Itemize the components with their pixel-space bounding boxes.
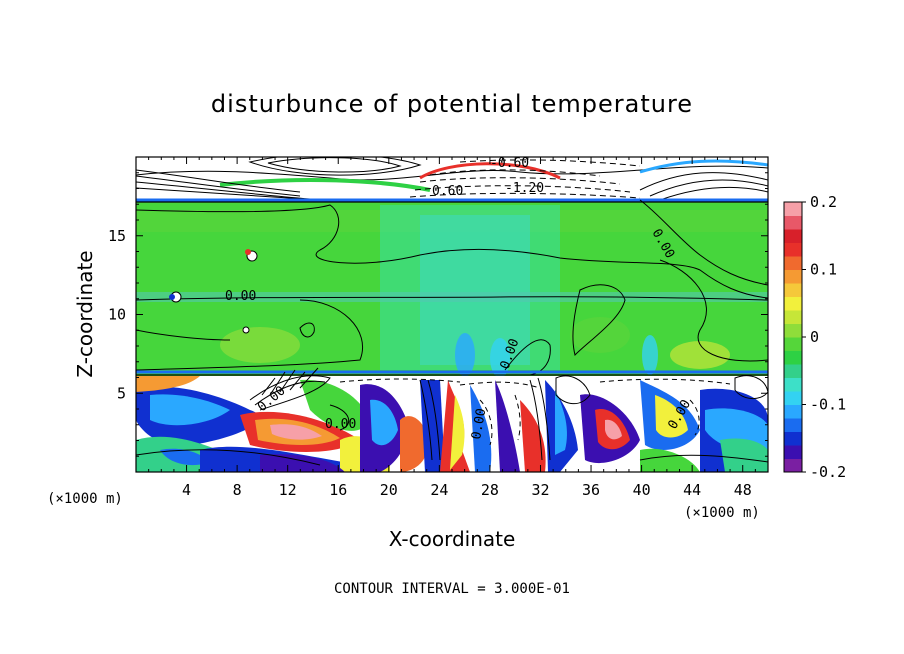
x-tick-label: 40	[633, 481, 651, 499]
colorbar-swatch	[784, 229, 802, 243]
x-tick-label: 4	[182, 481, 191, 499]
x-tick-label: 8	[233, 481, 242, 499]
colorbar-swatch	[784, 202, 802, 216]
x-axis-label: X-coordinate	[389, 527, 516, 551]
x-tick-label: 16	[329, 481, 347, 499]
colorbar-tick-label: 0.2	[810, 193, 837, 211]
y-axis-label: Z-coordinate	[73, 250, 97, 377]
colorbar-swatch	[784, 283, 802, 297]
colorbar-swatch	[784, 256, 802, 270]
x-unit-right: (×1000 m)	[684, 505, 760, 521]
colorbar-swatch	[784, 269, 802, 284]
colorbar-tick-label: 0	[810, 328, 819, 346]
colorbar-swatch	[784, 391, 802, 405]
chart-title: disturbunce of potential temperature	[211, 90, 693, 118]
plot-area	[136, 157, 768, 472]
contour-label: -1.20	[505, 181, 544, 196]
x-unit-left: (×1000 m)	[47, 491, 123, 507]
x-tick-label: 32	[531, 481, 549, 499]
colorbar-swatch	[784, 242, 802, 257]
colorbar-swatch	[784, 350, 802, 365]
y-tick-label: 5	[117, 384, 126, 402]
colorbar-swatch	[784, 337, 802, 351]
colorbar-swatch	[784, 445, 802, 459]
x-tick-label: 12	[279, 481, 297, 499]
contour-label: 0.00	[325, 417, 356, 432]
colorbar-tick-label: 0.1	[810, 261, 837, 279]
colorbar-swatch	[784, 364, 802, 378]
x-tick-label: 36	[582, 481, 600, 499]
x-tick-label: 24	[430, 481, 448, 499]
contour-label: 0.60	[432, 184, 463, 199]
x-tick-label: 28	[481, 481, 499, 499]
y-tick-label: 10	[108, 306, 126, 324]
contour-label: -0.60	[490, 156, 529, 171]
colorbar-swatch	[784, 418, 802, 432]
x-axis: 4 8 12 16 20 24 28 32 36 40 44 48	[148, 157, 756, 499]
colorbar-tick-label: -0.2	[810, 463, 846, 481]
x-tick-label: 48	[734, 481, 752, 499]
colorbar-swatch	[784, 310, 802, 324]
y-axis: 5 10 15	[108, 172, 768, 457]
x-tick-label: 20	[380, 481, 398, 499]
colorbar-ticks: 0.2 0.1 0 -0.1 -0.2	[802, 193, 846, 481]
contour-label: 0.00	[469, 407, 489, 440]
x-tick-label: 44	[683, 481, 701, 499]
colorbar-swatch	[784, 404, 802, 419]
colorbar-swatch	[784, 296, 802, 311]
colorbar-swatch	[784, 377, 802, 392]
colorbar-swatch	[784, 458, 802, 473]
colorbar-swatch	[784, 431, 802, 446]
contour-label: 0.00	[225, 289, 256, 304]
colorbar-swatch	[784, 215, 802, 230]
contour-interval-note: CONTOUR INTERVAL = 3.000E-01	[334, 581, 570, 597]
y-tick-label: 15	[108, 227, 126, 245]
colorbar-swatch	[784, 323, 802, 338]
colorbar-tick-label: -0.1	[810, 396, 846, 414]
colorbar	[783, 201, 803, 473]
